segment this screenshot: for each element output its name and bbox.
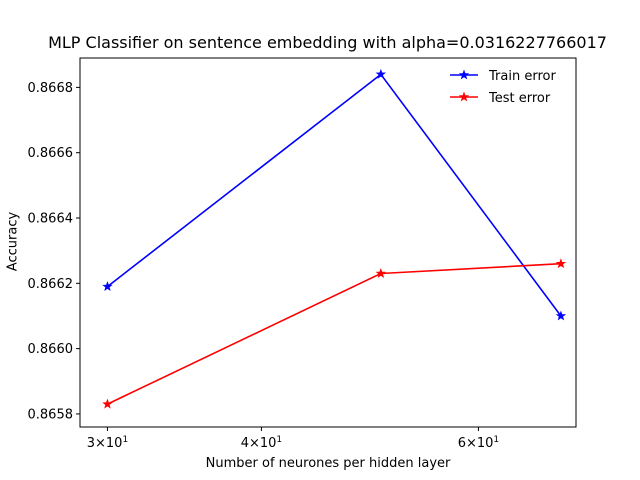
y-tick-label: 0.8664 xyxy=(28,212,74,227)
series-layer xyxy=(102,68,567,409)
y-tick-label: 0.8658 xyxy=(28,407,74,422)
y-tick-label: 0.8662 xyxy=(28,277,74,292)
series-test-error xyxy=(102,258,567,409)
plot-frame xyxy=(79,57,577,428)
x-axis-label: Number of neurones per hidden layer xyxy=(205,456,451,471)
series-line xyxy=(106,73,562,317)
legend-label: Test error xyxy=(488,91,551,106)
x-tick-label: 4×101 xyxy=(241,435,282,451)
data-point-star xyxy=(555,310,567,321)
legend: Train error Test error xyxy=(450,69,556,106)
data-point-star xyxy=(375,268,387,278)
y-axis-label: Accuracy xyxy=(5,211,21,272)
data-point-star xyxy=(102,398,113,409)
data-point-star xyxy=(102,281,113,292)
ticks-layer: 0.8658 0.8660 0.8662 0.8664 0.8666 0.8668 3×10… xyxy=(28,81,500,451)
y-tick-label: 0.8666 xyxy=(28,146,74,161)
legend-star-icon xyxy=(458,69,470,80)
y-tick-label: 0.8668 xyxy=(28,81,74,96)
legend-star-icon xyxy=(458,91,470,102)
y-tick-label: 0.8660 xyxy=(28,342,74,357)
legend-label: Train error xyxy=(488,69,556,84)
data-point-star xyxy=(555,258,567,269)
x-tick-label: 6×101 xyxy=(458,435,499,451)
series-train-error xyxy=(102,68,567,321)
series-line xyxy=(107,262,561,405)
data-point-star xyxy=(375,68,387,79)
chart-title: MLP Classifier on sentence embedding wit… xyxy=(48,33,607,52)
x-tick-label: 3×101 xyxy=(87,435,128,451)
